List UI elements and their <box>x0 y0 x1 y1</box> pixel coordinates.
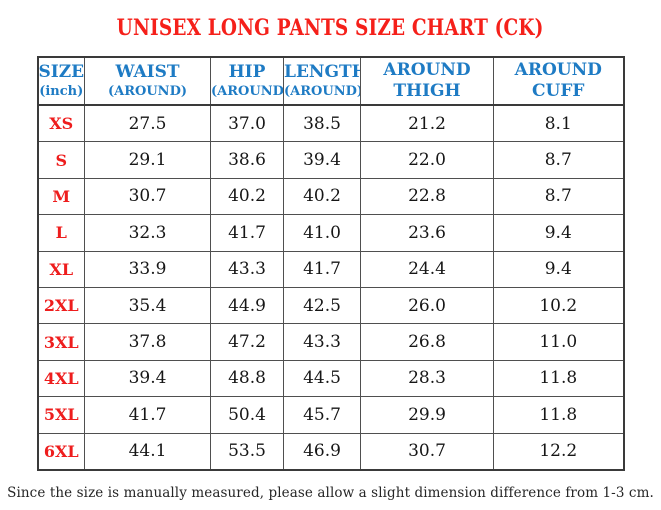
value-cell: 38.6 <box>210 141 284 179</box>
value-cell: 39.4 <box>283 141 361 179</box>
value-cell: 29.9 <box>360 396 494 434</box>
value-cell: 46.9 <box>283 432 361 471</box>
header-cuff-line1: AROUND <box>514 59 602 80</box>
size-cell: 5XL <box>37 396 85 434</box>
size-cell: L <box>37 214 85 252</box>
measurement-note: Since the size is manually measured, ple… <box>7 484 654 501</box>
header-cell-waist: WAIST (AROUND) <box>84 56 211 106</box>
value-cell: 21.2 <box>360 104 494 143</box>
value-cell: 41.0 <box>283 214 361 252</box>
value-cell: 45.7 <box>283 396 361 434</box>
value-cell: 40.2 <box>283 177 361 216</box>
value-cell: 24.4 <box>360 250 494 288</box>
value-cell: 44.9 <box>210 286 284 325</box>
value-cell: 30.7 <box>360 432 494 471</box>
value-cell: 50.4 <box>210 396 284 434</box>
header-length-sub: (AROUND) <box>284 83 361 99</box>
value-cell: 9.4 <box>493 214 624 252</box>
value-cell: 33.9 <box>84 250 211 288</box>
value-cell: 41.7 <box>283 250 361 288</box>
value-cell: 22.8 <box>360 177 494 216</box>
header-size-label: SIZE <box>38 62 85 83</box>
value-cell: 30.7 <box>84 177 211 216</box>
value-cell: 29.1 <box>84 141 211 179</box>
table-row: XS 27.5 37.0 38.5 21.2 8.1 <box>37 104 624 143</box>
page-title-text: UNISEX LONG PANTS SIZE CHART (CK) <box>117 15 544 41</box>
header-waist-sub: (AROUND) <box>107 83 187 99</box>
value-cell: 28.3 <box>360 359 494 398</box>
value-cell: 22.0 <box>360 141 494 179</box>
value-cell: 44.1 <box>84 432 211 471</box>
value-cell: 11.8 <box>493 396 624 434</box>
value-cell: 9.4 <box>493 250 624 288</box>
value-cell: 38.5 <box>283 104 361 143</box>
header-thigh-line1: AROUND <box>383 59 471 80</box>
value-cell: 8.7 <box>493 141 624 179</box>
value-cell: 35.4 <box>84 286 211 325</box>
value-cell: 10.2 <box>493 286 624 325</box>
value-cell: 47.2 <box>210 323 284 361</box>
table-row: 5XL 41.7 50.4 45.7 29.9 11.8 <box>37 396 624 434</box>
value-cell: 53.5 <box>210 432 284 471</box>
value-cell: 27.5 <box>84 104 211 143</box>
header-cell-hip: HIP (AROUND) <box>210 56 284 106</box>
size-cell: M <box>37 177 85 216</box>
value-cell: 11.0 <box>493 323 624 361</box>
header-thigh-line2: THIGH <box>393 81 461 101</box>
header-hip-sub: (AROUND) <box>211 83 284 99</box>
header-size-unit: (inch) <box>39 83 84 99</box>
header-cell-length: LENGTH (AROUND) <box>283 56 361 106</box>
value-cell: 23.6 <box>360 214 494 252</box>
table-row: 3XL 37.8 47.2 43.3 26.8 11.0 <box>37 323 624 361</box>
value-cell: 26.8 <box>360 323 494 361</box>
size-cell: 4XL <box>37 359 85 398</box>
value-cell: 42.5 <box>283 286 361 325</box>
table-row: 4XL 39.4 48.8 44.5 28.3 11.8 <box>37 359 624 398</box>
value-cell: 8.1 <box>493 104 624 143</box>
value-cell: 32.3 <box>84 214 211 252</box>
size-cell: S <box>37 141 85 179</box>
page-title: UNISEX LONG PANTS SIZE CHART (CK) <box>0 0 661 41</box>
value-cell: 40.2 <box>210 177 284 216</box>
header-cell-around-cuff: AROUND CUFF <box>493 56 624 106</box>
size-cell: XS <box>37 104 85 143</box>
value-cell: 11.8 <box>493 359 624 398</box>
size-cell: 2XL <box>37 286 85 325</box>
size-cell: XL <box>37 250 85 288</box>
size-cell: 3XL <box>37 323 85 361</box>
header-cell-around-thigh: AROUND THIGH <box>360 56 494 106</box>
header-cell-size: SIZE (inch) <box>37 56 85 106</box>
value-cell: 26.0 <box>360 286 494 325</box>
value-cell: 37.0 <box>210 104 284 143</box>
size-chart-table: SIZE (inch) WAIST (AROUND) HIP (AROUND) … <box>36 56 625 471</box>
table-row: 6XL 44.1 53.5 46.9 30.7 12.2 <box>37 432 624 471</box>
table-row: 2XL 35.4 44.9 42.5 26.0 10.2 <box>37 286 624 325</box>
table-row: L 32.3 41.7 41.0 23.6 9.4 <box>37 214 624 252</box>
value-cell: 48.8 <box>210 359 284 398</box>
value-cell: 41.7 <box>84 396 211 434</box>
value-cell: 44.5 <box>283 359 361 398</box>
header-cuff-line2: CUFF <box>532 81 585 101</box>
size-cell: 6XL <box>37 432 85 471</box>
header-row: SIZE (inch) WAIST (AROUND) HIP (AROUND) … <box>37 56 624 106</box>
value-cell: 43.3 <box>283 323 361 361</box>
header-hip-label: HIP <box>228 62 266 83</box>
value-cell: 41.7 <box>210 214 284 252</box>
value-cell: 8.7 <box>493 177 624 216</box>
value-cell: 37.8 <box>84 323 211 361</box>
table-row: M 30.7 40.2 40.2 22.8 8.7 <box>37 177 624 216</box>
value-cell: 39.4 <box>84 359 211 398</box>
table-row: S 29.1 38.6 39.4 22.0 8.7 <box>37 141 624 179</box>
value-cell: 12.2 <box>493 432 624 471</box>
header-waist-label: WAIST <box>115 62 180 83</box>
header-length-label: LENGTH <box>284 62 361 83</box>
value-cell: 43.3 <box>210 250 284 288</box>
table-row: XL 33.9 43.3 41.7 24.4 9.4 <box>37 250 624 288</box>
